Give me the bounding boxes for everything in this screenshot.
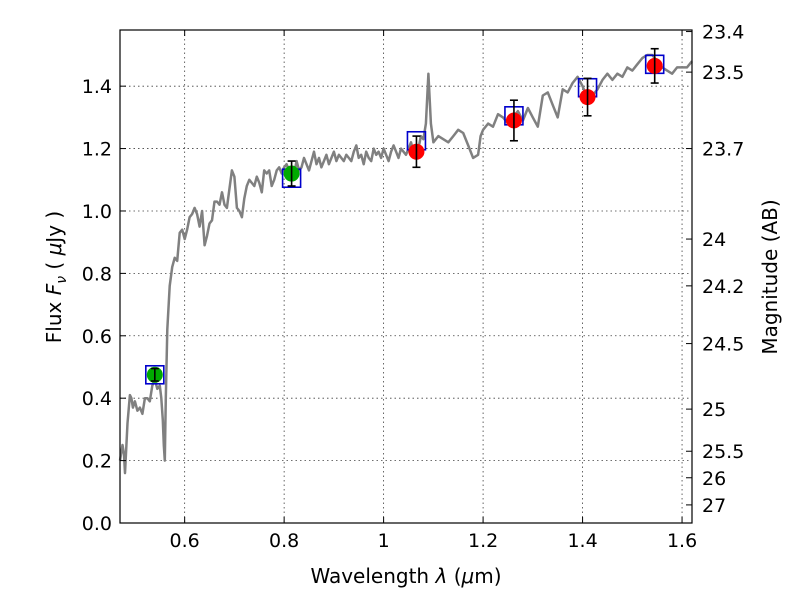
x-tick-label: 0.6 (170, 530, 200, 552)
y-tick-label: 0.6 (82, 326, 112, 348)
y-tick-label: 1.2 (82, 139, 112, 161)
y2-tick-label: 24.5 (702, 334, 744, 356)
x-tick-label: 1 (378, 530, 390, 552)
y-tick-label: 0.8 (82, 263, 112, 285)
model-photometry-box (145, 364, 165, 385)
y-tick-label: 0.0 (82, 513, 112, 535)
y2-tick-label: 25.5 (702, 441, 744, 463)
plot-frame (119, 29, 693, 524)
x-tick-label: 1.4 (567, 530, 597, 552)
spectrum-line (118, 53, 693, 475)
y2-tick-label: 27 (702, 495, 726, 517)
x-axis-title: Wavelength λ (μm) (310, 564, 501, 588)
x-tick-label: 0.8 (269, 530, 299, 552)
data-layer (118, 47, 693, 475)
y2-tick-label: 23.7 (702, 139, 744, 161)
y2-axis-title: Magnitude (AB) (758, 199, 782, 354)
axis-ticks: 0.6 0.8 1 1.2 1.4 1.6 0.0 0.2 0.4 0.6 0.8 1.0 1.2 1.4… (82, 22, 745, 552)
y2-tick-label: 26 (702, 468, 726, 490)
y-tick-label: 0.2 (82, 451, 112, 473)
y-tick-label: 1.4 (82, 76, 112, 98)
grid-lines (120, 30, 692, 524)
x-tick-label: 1.2 (468, 530, 498, 552)
y-axis-title: Flux Fν ( μJy ) (42, 211, 70, 343)
y2-tick-label: 23.5 (702, 62, 744, 84)
x-tick-label: 1.6 (667, 530, 697, 552)
y2-tick-label: 25 (702, 399, 726, 421)
y-tick-label: 1.0 (82, 201, 112, 223)
y2-tick-label: 24 (702, 229, 726, 251)
y-tick-label: 0.4 (82, 388, 112, 410)
y2-tick-label: 24.2 (702, 276, 744, 298)
y2-tick-label: 23.4 (702, 22, 744, 44)
